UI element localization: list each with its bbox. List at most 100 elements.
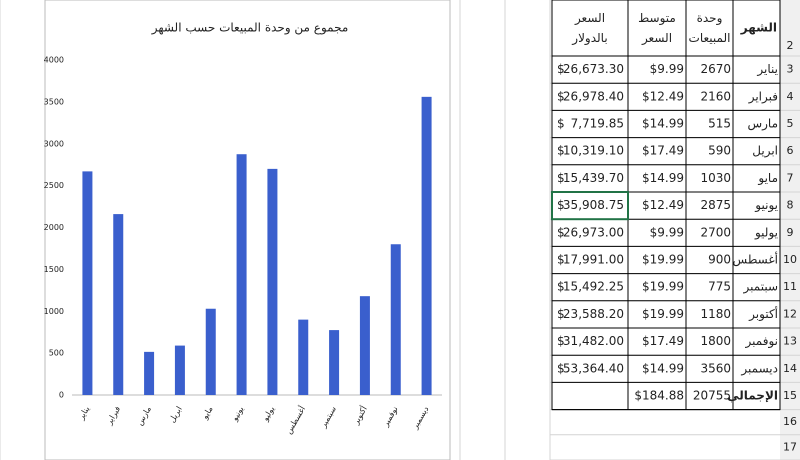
y-tick-label: 2500 — [44, 181, 64, 190]
bar — [144, 351, 155, 395]
bar — [205, 308, 216, 395]
bar — [236, 154, 247, 395]
avg-price-cell: $17.49 — [642, 144, 684, 158]
bar — [82, 171, 93, 395]
avg-price-cell: $9.99 — [650, 225, 684, 239]
row-number: 10 — [783, 253, 797, 266]
avg-price-cell: $17.49 — [642, 334, 684, 348]
currency-cell: $ — [557, 280, 565, 294]
currency-cell: $ — [557, 89, 565, 103]
row-number: 2 — [787, 39, 794, 52]
row-number: 17 — [783, 440, 797, 453]
total-units: 20755 — [693, 389, 731, 403]
currency-cell: $ — [557, 198, 565, 212]
units-cell: 590 — [708, 144, 731, 158]
avg-price-cell: $14.99 — [642, 117, 684, 131]
header-cell: السعر بالدولار — [571, 11, 607, 46]
bar — [113, 214, 124, 395]
units-cell: 2875 — [700, 198, 731, 212]
row-number: 3 — [787, 63, 794, 76]
bar — [390, 244, 401, 395]
sheet-grid — [0, 0, 551, 460]
row-number: 13 — [783, 335, 797, 348]
row-number: 8 — [787, 199, 794, 212]
bar — [359, 296, 370, 395]
avg-price-cell: $9.99 — [650, 62, 684, 76]
row-number: 11 — [783, 280, 797, 293]
header-cell: الشهر — [740, 21, 777, 35]
units-cell: 3560 — [700, 361, 731, 375]
units-cell: 515 — [708, 117, 731, 131]
row-number: 7 — [787, 171, 794, 184]
month-cell: أغسطس — [733, 252, 778, 268]
units-cell: 1800 — [700, 334, 731, 348]
y-tick-label: 0 — [59, 391, 64, 400]
amount-cell: 26,673.30 — [563, 62, 624, 76]
amount-cell: 53,364.40 — [563, 361, 624, 375]
y-tick-label: 3000 — [44, 139, 64, 148]
avg-price-cell: $14.99 — [642, 171, 684, 185]
row-number: 9 — [787, 226, 794, 239]
chart-title: مجموع من وحدة المبيعات حسب الشهر — [151, 21, 349, 36]
bar — [174, 345, 185, 395]
month-cell: مايو — [757, 171, 778, 186]
amount-cell: 23,588.20 — [563, 307, 624, 321]
row-number: 5 — [787, 117, 794, 130]
y-tick-label: 500 — [49, 349, 64, 358]
currency-cell: $ — [557, 171, 565, 185]
units-cell: 775 — [708, 280, 731, 294]
month-cell: فبراير — [748, 89, 778, 104]
month-cell: سبتمبر — [743, 280, 778, 295]
avg-price-cell: $19.99 — [642, 253, 684, 267]
header-cell: وحدة المبيعات — [689, 11, 731, 45]
y-tick-label: 2000 — [44, 223, 64, 232]
avg-price-cell: $19.99 — [642, 280, 684, 294]
currency-cell: $ — [557, 334, 565, 348]
amount-cell: 10,319.10 — [563, 144, 624, 158]
units-cell: 1180 — [700, 307, 731, 321]
avg-price-cell: $14.99 — [642, 361, 684, 375]
selected-cell — [551, 191, 629, 221]
currency-cell: $ — [557, 144, 565, 158]
units-cell: 2700 — [700, 225, 731, 239]
total-label: الإجمالي — [727, 389, 778, 403]
total-avg-price: $184.88 — [634, 389, 684, 403]
month-cell: يونيو — [754, 198, 778, 213]
amount-cell: 15,492.25 — [563, 280, 624, 294]
bar — [329, 330, 340, 395]
month-cell: يوليو — [754, 225, 778, 240]
month-cell: نوفمبر — [745, 334, 778, 349]
row-number: 4 — [787, 90, 794, 103]
bar — [421, 96, 432, 395]
header-cell: متوسط السعر — [638, 11, 676, 46]
currency-cell: $ — [557, 253, 565, 267]
row-number: 15 — [783, 389, 797, 402]
month-cell: ديسمبر — [740, 361, 778, 376]
row-number: 14 — [783, 362, 797, 375]
row-header-bar — [780, 0, 800, 460]
y-tick-label: 3500 — [44, 97, 64, 106]
bar — [267, 168, 278, 395]
amount-cell: 15,439.70 — [563, 171, 624, 185]
avg-price-cell: $12.49 — [642, 198, 684, 212]
units-cell: 2670 — [700, 62, 731, 76]
currency-cell: $ — [557, 62, 565, 76]
currency-cell: $ — [557, 307, 565, 321]
amount-cell: 26,973.00 — [563, 225, 624, 239]
avg-price-cell: $12.49 — [642, 89, 684, 103]
units-cell: 2160 — [700, 89, 731, 103]
currency-cell: $ — [557, 225, 565, 239]
amount-cell: 26,978.40 — [563, 89, 624, 103]
currency-cell: $ — [557, 361, 565, 375]
row-number: 6 — [787, 144, 794, 157]
amount-cell: 35,908.75 — [563, 198, 624, 212]
y-tick-label: 4000 — [44, 56, 64, 65]
month-cell: مارس — [747, 117, 778, 132]
row-number: 12 — [783, 307, 797, 320]
row-number: 16 — [783, 415, 797, 428]
chart-frame — [44, 0, 451, 460]
month-cell: أكتوبر — [748, 306, 778, 322]
currency-cell: $ — [557, 117, 565, 131]
amount-cell: 17,991.00 — [563, 253, 624, 267]
